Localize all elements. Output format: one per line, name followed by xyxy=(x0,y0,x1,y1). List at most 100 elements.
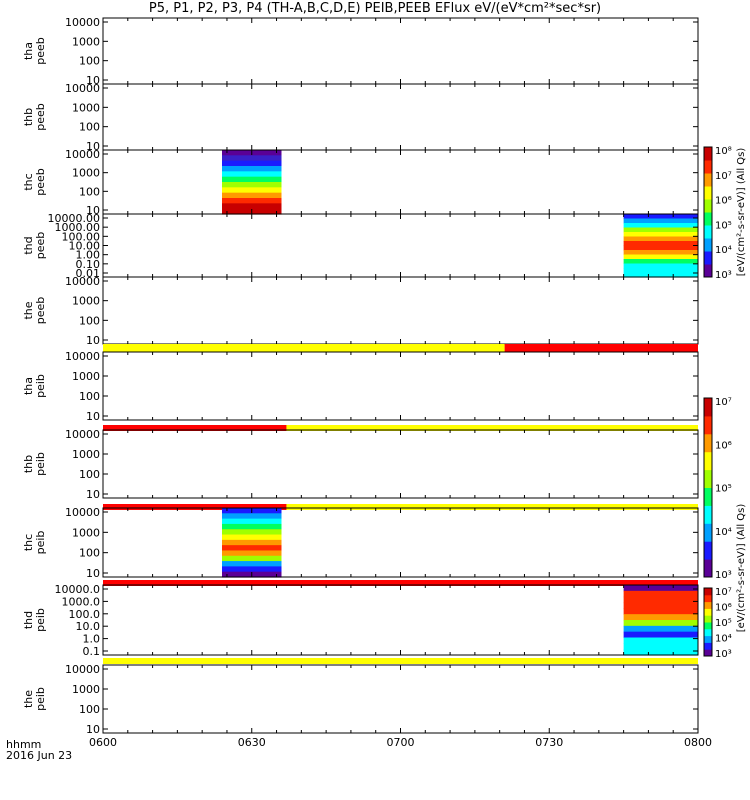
spectrogram-cell xyxy=(623,250,698,256)
panel-frame xyxy=(102,17,699,85)
x-tick-label: 0730 xyxy=(535,736,563,749)
spectrogram-cell xyxy=(222,555,282,562)
y-tick-label: 0.1 xyxy=(83,645,101,658)
colorbar-cell xyxy=(704,451,712,471)
colorbar-tick-label: 10⁴ xyxy=(715,527,732,538)
y-axis-label: peib xyxy=(34,452,47,476)
y-tick-label: 1000 xyxy=(72,101,100,114)
spectrogram-cell xyxy=(222,160,282,167)
y-axis-label: peib xyxy=(34,608,47,632)
colorbar-label: [eV/(cm²-s-sr-eV)] (All Qs) xyxy=(736,148,747,277)
spectrogram-cell xyxy=(623,614,698,621)
colorbar-frame xyxy=(703,587,713,657)
colorbar-cell xyxy=(704,160,712,174)
spectrogram-cell xyxy=(623,227,698,233)
panel-frame xyxy=(102,213,699,278)
spectrogram-cell xyxy=(623,223,698,229)
colorbar-tick-label: 10⁴ xyxy=(715,245,732,256)
colorbar-cell xyxy=(704,225,712,239)
y-tick-label: 100 xyxy=(79,468,100,481)
colorbar-cell xyxy=(704,622,712,630)
y-tick-label: 10000.00 xyxy=(48,212,101,225)
y-axis-label: peib xyxy=(34,531,47,555)
y-tick-label: 100 xyxy=(79,547,100,560)
date-label: 2016 Jun 23 xyxy=(6,749,73,762)
spectrogram-cell xyxy=(222,513,282,520)
y-tick-label: 1000.0 xyxy=(62,595,101,608)
y-axis-label: peeb xyxy=(34,37,47,65)
flag-segment xyxy=(103,580,698,586)
y-axis-label: thc xyxy=(22,173,35,190)
colorbar-cell xyxy=(704,398,712,417)
colorbar-tick-label: 10⁵ xyxy=(715,220,732,231)
spectrogram-cell xyxy=(623,272,698,278)
y-tick-label: 100 xyxy=(79,314,100,327)
panel-thb-peeb: 10 100 1000 10000 thb peeb xyxy=(22,82,699,153)
x-tick-label: 0800 xyxy=(684,736,712,749)
y-tick-label: 1.00 xyxy=(76,249,101,262)
spectrogram-cell xyxy=(623,218,698,224)
y-tick-label: 10 xyxy=(86,488,100,501)
spectrogram-cell xyxy=(623,268,698,274)
y-tick-label: 1000 xyxy=(72,167,100,180)
colorbar-cell xyxy=(704,251,712,265)
spectrogram-cell xyxy=(623,637,698,644)
spectrogram-cell xyxy=(222,523,282,530)
colorbar-cell xyxy=(704,433,712,453)
colorbar-label: [eV/(cm²-s-sr-eV)] (All Qs) xyxy=(736,504,747,633)
flag-segment xyxy=(103,658,698,664)
y-tick-label: 1000 xyxy=(72,683,100,696)
colorbar-tick-label: 10³ xyxy=(715,270,732,281)
spectrogram-cell xyxy=(222,534,282,541)
flag-segment xyxy=(103,344,505,352)
spectrogram-cell xyxy=(222,166,282,172)
y-tick-label: 1000 xyxy=(72,448,100,461)
chart-title: P5, P1, P2, P3, P4 (TH-A,B,C,D,E) PEIB,P… xyxy=(148,1,602,16)
colorbar-tick-label: 10⁶ xyxy=(715,440,732,451)
y-tick-label: 1000 xyxy=(72,526,100,539)
spectrogram-cell xyxy=(222,192,282,199)
y-tick-label: 1.0 xyxy=(83,633,101,646)
spectrogram-cell xyxy=(623,631,698,639)
flag-segment xyxy=(504,344,698,352)
y-tick-label: 10000 xyxy=(65,275,100,288)
colorbar-cell xyxy=(704,559,712,578)
spectrogram-cell xyxy=(222,566,282,573)
y-tick-label: 1000 xyxy=(72,295,100,308)
colorbar-tick-label: 10⁶ xyxy=(715,603,732,614)
y-tick-label: 10000 xyxy=(65,16,100,29)
colorbar-cell xyxy=(704,588,712,596)
y-tick-label: 100 xyxy=(79,121,100,134)
panel-tha-peeb: 10 100 1000 10000 tha peeb xyxy=(22,16,699,87)
colorbar-cell xyxy=(704,264,712,278)
colorbar-cell xyxy=(704,186,712,200)
spectrogram-cell xyxy=(623,236,698,242)
panel-thb-peib: 10 100 1000 10000 thb peib xyxy=(22,425,699,501)
colorbar-cell xyxy=(704,487,712,506)
y-tick-label: 1000.00 xyxy=(55,221,101,234)
panel-frame xyxy=(102,507,699,578)
spectrogram-cell xyxy=(623,585,698,592)
panel-the-peeb: 10 100 1000 10000 the peeb xyxy=(22,275,699,347)
colorbar-cell xyxy=(704,615,712,623)
spectrogram-cell xyxy=(222,561,282,567)
y-tick-label: 10000 xyxy=(65,350,100,363)
y-tick-label: 100.0 xyxy=(69,608,101,621)
panel-frame xyxy=(102,429,699,499)
y-tick-label: 10000 xyxy=(65,148,100,161)
flag-segment xyxy=(103,425,287,431)
spectrogram-cell xyxy=(623,602,698,609)
y-tick-label: 10000.0 xyxy=(55,583,101,596)
y-tick-label: 10000 xyxy=(65,506,100,519)
colorbar-cell xyxy=(704,601,712,609)
colorbar-cell xyxy=(704,212,712,226)
y-axis-label: peeb xyxy=(34,232,47,260)
spectrogram-cell xyxy=(222,539,282,546)
y-tick-label: 1000 xyxy=(72,370,100,383)
y-axis-label: peeb xyxy=(34,168,47,196)
y-tick-label: 100 xyxy=(79,185,100,198)
flag-segment xyxy=(103,504,287,510)
colorbar-cell xyxy=(704,523,712,542)
